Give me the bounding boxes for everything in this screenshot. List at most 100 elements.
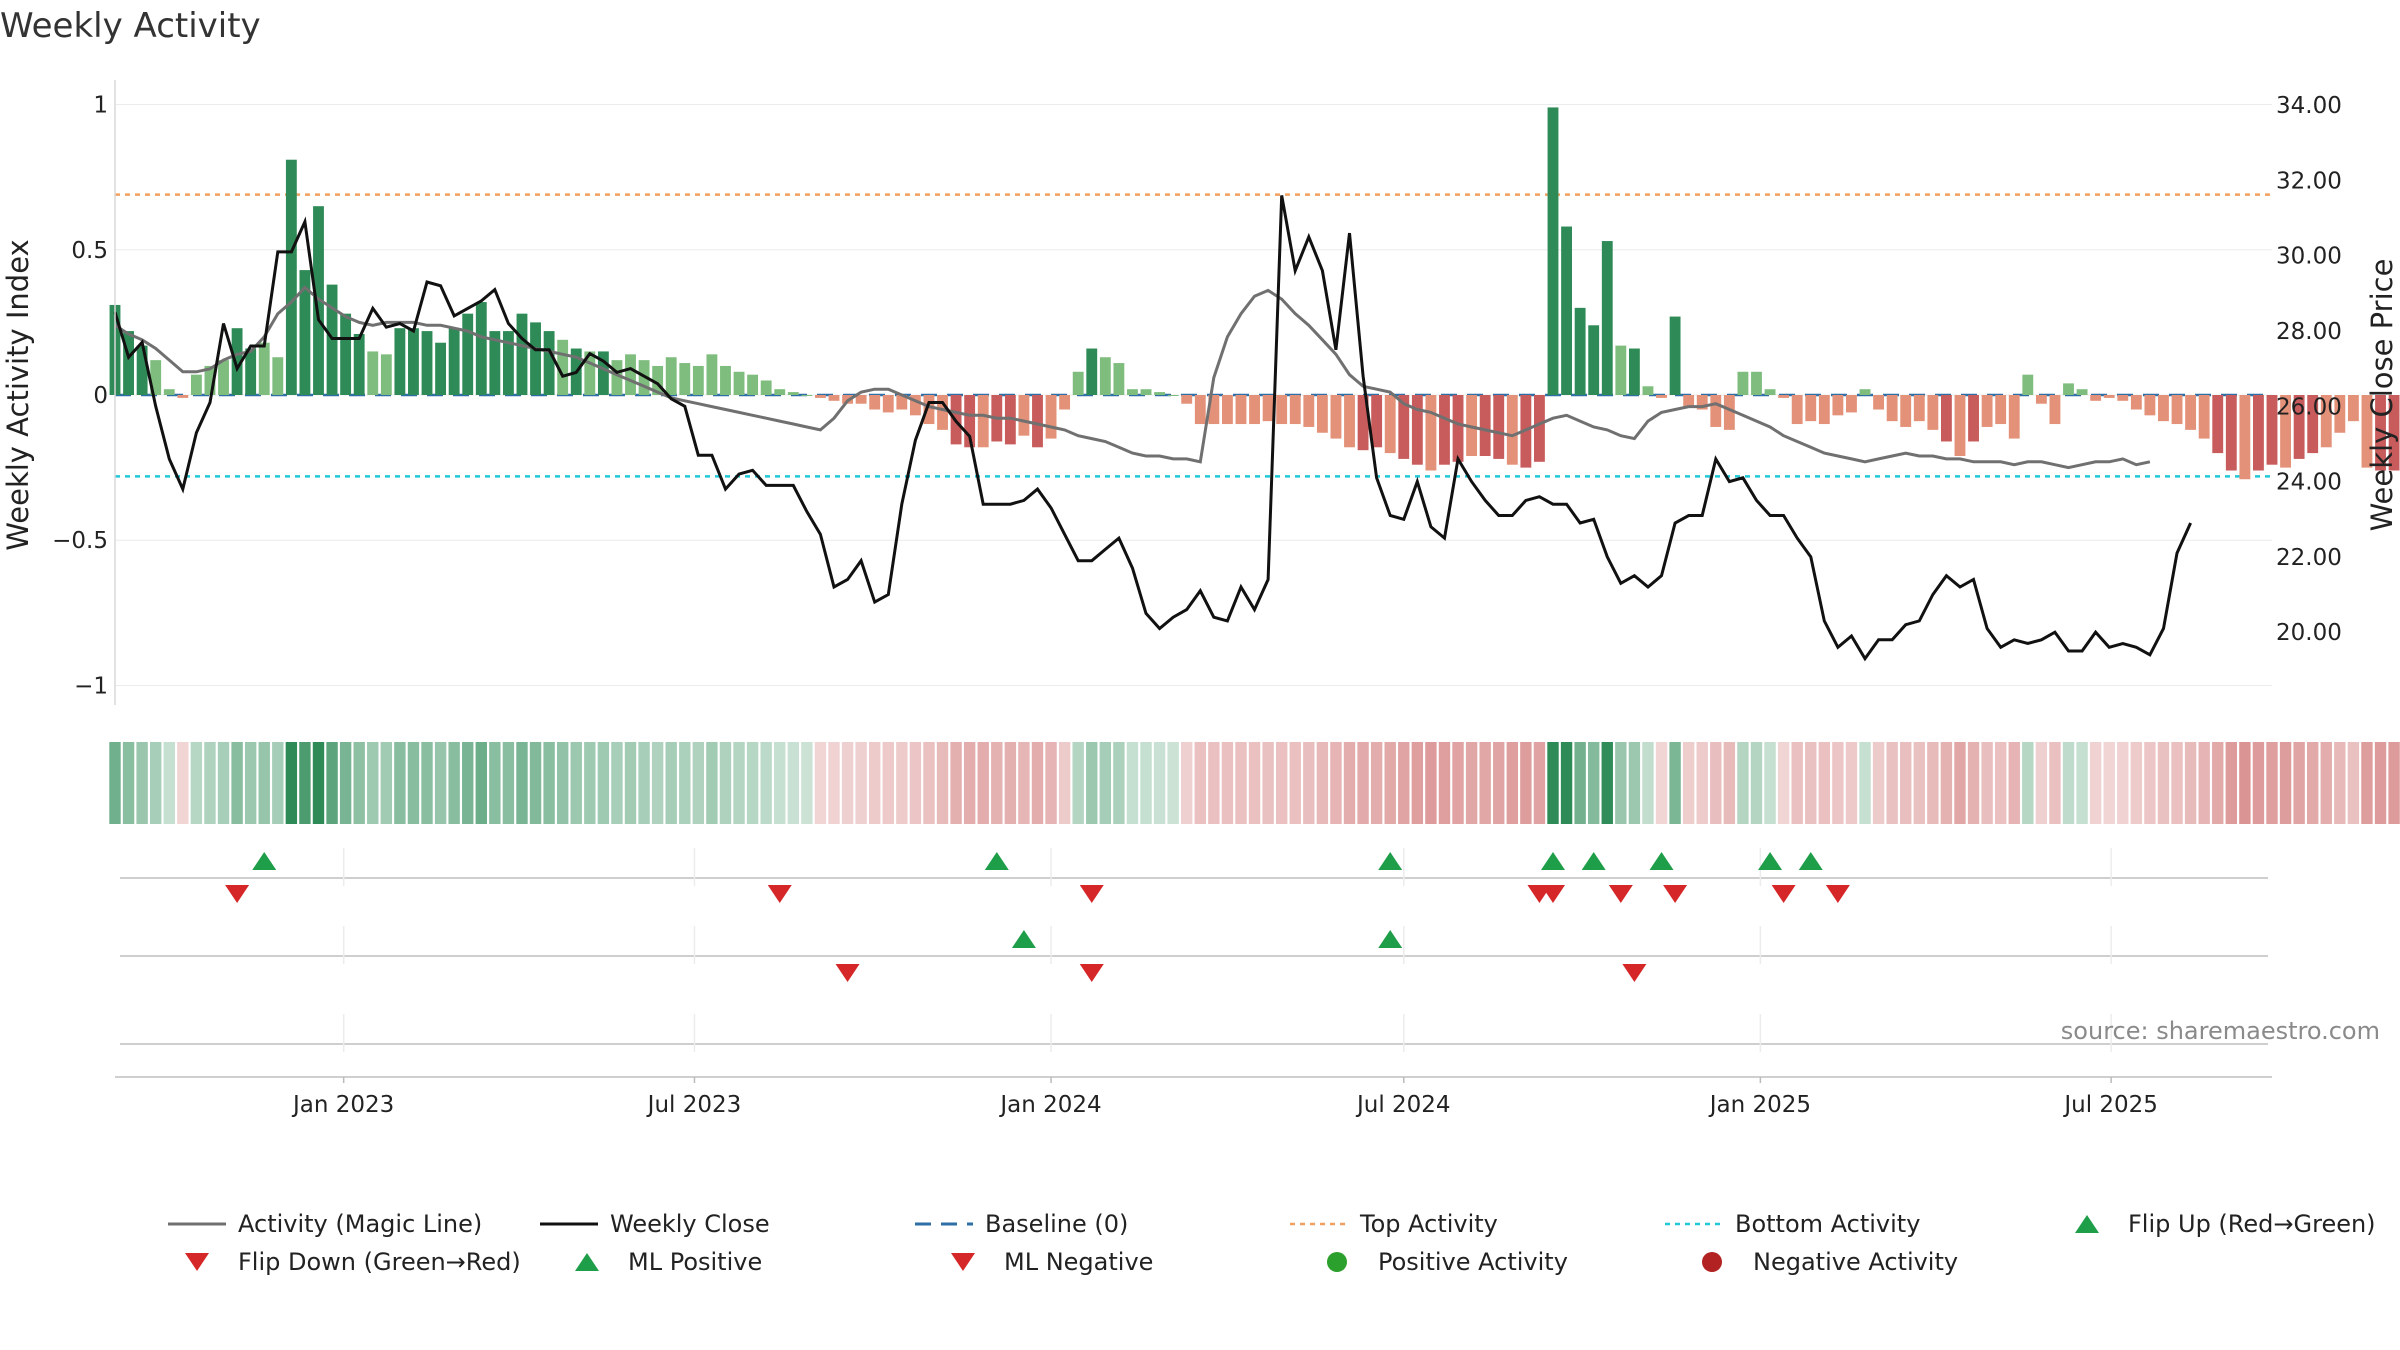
activity-bar xyxy=(367,351,379,395)
date-axis: Jan 2023 Jul 2023 Jan 2024 Jul 2024 Jan 2025… xyxy=(291,1077,2158,1118)
heat-strip-cell xyxy=(746,742,759,824)
activity-bar xyxy=(1506,395,1518,465)
heat-strip-cell xyxy=(2117,742,2129,824)
y2-tick-label: 22.00 xyxy=(2276,545,2342,571)
heat-strip-cell xyxy=(624,742,637,824)
activity-bar xyxy=(1628,348,1640,395)
activity-bar xyxy=(2320,395,2332,448)
flip-down-marker xyxy=(1079,885,1104,903)
heat-strip-cell xyxy=(502,742,515,824)
heat-strip-cell xyxy=(1588,742,1600,824)
heat-strip-cell xyxy=(1669,742,1681,824)
activity-bar xyxy=(394,328,406,395)
heat-strip-cell xyxy=(828,742,840,824)
legend-green-dot-icon xyxy=(1327,1252,1347,1272)
y2-tick-label: 24.00 xyxy=(2276,470,2342,496)
heat-strip-cell xyxy=(1343,742,1356,824)
reference-lines xyxy=(115,193,2272,478)
heat-strip-cell xyxy=(2171,742,2183,824)
activity-bar xyxy=(1642,386,1654,395)
heat-strip-cell xyxy=(719,742,732,824)
activity-bar xyxy=(1425,395,1437,471)
activity-bar xyxy=(2280,395,2291,468)
heat-strip-cell xyxy=(1330,742,1342,824)
x-tick-label: Jan 2024 xyxy=(998,1092,1101,1118)
heat-strip-cell xyxy=(204,742,216,824)
activity-bar xyxy=(177,395,189,398)
heat-strip-cell xyxy=(2347,742,2360,824)
heat-strip-cell xyxy=(407,742,420,824)
activity-bar xyxy=(1913,395,1925,422)
magic-line xyxy=(114,285,2151,470)
heat-strip-cell xyxy=(1791,742,1803,824)
heat-strip-cell xyxy=(1398,742,1410,824)
legend-item: Weekly Close xyxy=(540,1210,770,1238)
heat-strip-cell xyxy=(2008,742,2020,824)
flip-up-marker xyxy=(1581,852,1606,870)
heat-strip-cell xyxy=(1452,742,1464,824)
heat-strip-cell xyxy=(1181,742,1193,824)
heat-strip-cell xyxy=(1479,742,1491,824)
heat-strip-cell xyxy=(882,742,894,824)
activity-bar xyxy=(2063,383,2074,395)
activity-bar xyxy=(747,374,759,395)
heat-strip-cell xyxy=(855,742,867,824)
flip-up-marker xyxy=(1378,852,1403,870)
heat-strip-cell xyxy=(1601,742,1613,824)
activity-bar xyxy=(245,348,257,395)
activity-bar xyxy=(299,270,311,395)
activity-bar xyxy=(1846,395,1857,413)
activity-bar xyxy=(1303,395,1315,427)
activity-bar xyxy=(2008,395,2020,439)
heat-strip-cell xyxy=(2212,742,2224,824)
heat-strip-cell xyxy=(1384,742,1396,824)
legend-label: Weekly Close xyxy=(610,1210,770,1238)
activity-bar xyxy=(2022,374,2034,395)
activity-bar xyxy=(1615,345,1627,395)
activity-bar xyxy=(1683,395,1695,407)
legend-label: Flip Up (Red→Green) xyxy=(2128,1210,2376,1238)
activity-bar xyxy=(2144,395,2156,416)
legend-item: Flip Up (Red→Green) xyxy=(2075,1210,2376,1238)
heat-strip-cell xyxy=(448,742,460,824)
activity-bar xyxy=(1344,395,1355,448)
heat-strip-cell xyxy=(1818,742,1831,824)
heat-strip-cell xyxy=(950,742,962,824)
heat-strip-cell xyxy=(923,742,935,824)
y2-tick-label: 26.00 xyxy=(2276,394,2342,420)
ml-negative-marker xyxy=(1622,964,1647,982)
heat-strip-cell xyxy=(556,742,569,824)
activity-bar xyxy=(272,357,284,395)
heat-strip-cell xyxy=(760,742,772,824)
heat-strip-cell xyxy=(109,742,121,824)
ml-negative-marker xyxy=(835,964,860,982)
activity-bar xyxy=(2035,395,2047,404)
activity-bar xyxy=(1954,395,1966,456)
heat-strip-cell xyxy=(1018,742,1030,824)
heat-strip-cell xyxy=(1927,742,1939,824)
heat-strip-cell xyxy=(1710,742,1722,824)
heat-strip-cell xyxy=(1208,742,1220,824)
heat-strip-cell xyxy=(991,742,1003,824)
y-tick-label: 0 xyxy=(93,383,108,409)
activity-bar xyxy=(2307,395,2319,454)
legend-label: Bottom Activity xyxy=(1735,1210,1920,1238)
legend-item: Negative Activity xyxy=(1702,1248,1958,1276)
activity-bar xyxy=(1751,371,1762,395)
activity-bar xyxy=(679,363,691,395)
activity-bar xyxy=(1384,395,1396,454)
heat-strip-cell xyxy=(1438,742,1451,824)
heat-strip-cell xyxy=(1777,742,1790,824)
heat-strip-cell xyxy=(1981,742,1993,824)
activity-bar xyxy=(557,339,569,395)
activity-bar xyxy=(1574,307,1586,395)
legend-down-triangle-icon xyxy=(185,1253,209,1271)
activity-bar xyxy=(1316,395,1328,433)
flip-up-marker xyxy=(984,852,1009,870)
activity-bar xyxy=(163,389,175,395)
heat-strip-cell xyxy=(1031,742,1044,824)
heat-strip-cell xyxy=(1696,742,1708,824)
signal-rows xyxy=(115,848,2272,1078)
chart-title: Weekly Activity xyxy=(0,6,261,46)
legend-label: Baseline (0) xyxy=(985,1210,1128,1238)
